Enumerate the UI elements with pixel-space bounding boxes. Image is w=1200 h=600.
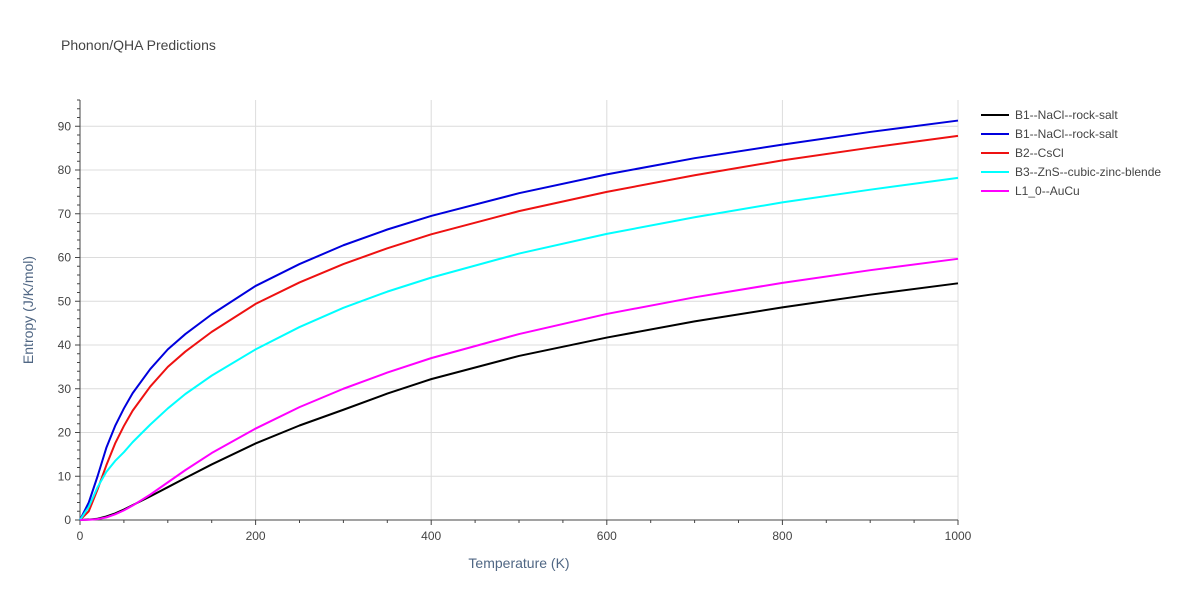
x-tick-label: 0 [77,529,84,543]
gridlines [80,100,959,520]
series-line-2[interactable] [79,134,959,521]
legend-item-0[interactable]: B1--NaCl--rock-salt [981,108,1118,122]
legend-item-1[interactable]: B1--NaCl--rock-salt [981,127,1118,141]
y-tick-label: 60 [58,251,72,265]
axes: 0 200 400 600 800 1000 0 10 20 30 40 50 60 70 80 90 [58,99,972,543]
legend-label: L1_0--AuCu [1015,184,1080,198]
legend-label: B2--CsCl [1015,146,1064,160]
series-line-1[interactable] [79,119,959,521]
y-tick-label: 80 [58,163,72,177]
x-tick-label: 200 [246,529,266,543]
y-tick-label: 10 [58,469,72,483]
y-tick-label: 40 [58,338,72,352]
y-axis-label: Entropy (J/K/mol) [20,256,36,364]
y-tick-label: 0 [64,513,71,527]
legend-item-2[interactable]: B2--CsCl [981,146,1064,160]
x-tick-label: 400 [421,529,441,543]
series-lines [79,119,959,521]
series-line-0[interactable] [79,282,959,521]
legend-label: B1--NaCl--rock-salt [1015,127,1118,141]
legend-label: B3--ZnS--cubic-zinc-blende [1015,165,1161,179]
chart-title: Phonon/QHA Predictions [61,37,216,53]
legend-label: B1--NaCl--rock-salt [1015,108,1118,122]
series-line-4[interactable] [79,257,959,521]
series-line-3[interactable] [79,176,959,521]
legend-item-4[interactable]: L1_0--AuCu [981,184,1080,198]
legend[interactable]: B1--NaCl--rock-salt B1--NaCl--rock-salt B2… [981,108,1161,198]
y-tick-label: 70 [58,207,72,221]
legend-item-3[interactable]: B3--ZnS--cubic-zinc-blende [981,165,1161,179]
y-tick-label: 20 [58,426,72,440]
y-tick-label: 50 [58,294,72,308]
x-tick-label: 1000 [945,529,972,543]
x-axis-label: Temperature (K) [468,555,569,571]
y-tick-label: 30 [58,382,72,396]
x-tick-label: 800 [772,529,792,543]
y-tick-label: 90 [58,119,72,133]
x-tick-label: 600 [597,529,617,543]
